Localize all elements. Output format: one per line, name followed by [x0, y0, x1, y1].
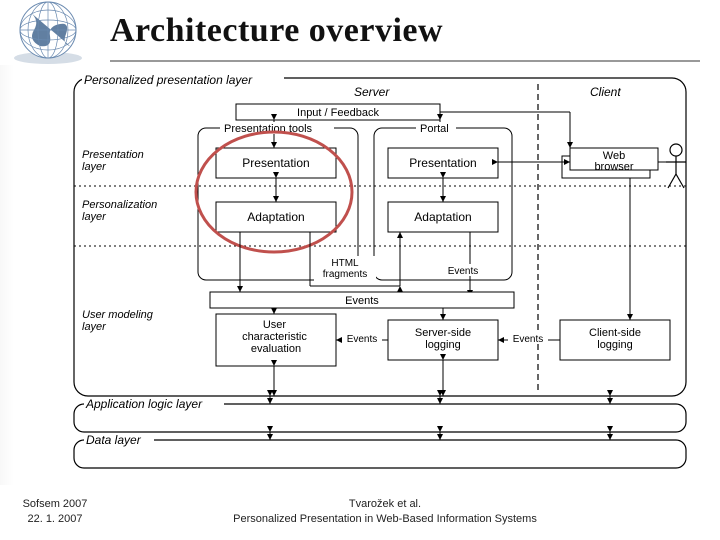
footer-paper: Personalized Presentation in Web-Based I… — [110, 512, 660, 526]
portal-label: Portal — [420, 123, 449, 135]
title-bar: Architecture overview — [110, 12, 700, 62]
client-label: Client — [590, 85, 621, 99]
footer-center: Tvarožek et al. Personalized Presentatio… — [110, 497, 660, 526]
data-layer-label: Data layer — [86, 433, 142, 447]
user-icon — [666, 144, 686, 188]
globe-icon — [0, 0, 100, 65]
events-e2-label: Events — [513, 334, 544, 345]
svg-text:browser: browser — [594, 161, 633, 173]
footer-conf: Sofsem 2007 — [0, 497, 110, 511]
web-browser-box: Web browser — [562, 148, 658, 178]
page-title: Architecture overview — [110, 12, 700, 50]
footer-left: Sofsem 2007 22. 1. 2007 — [0, 497, 110, 526]
presentation-box-2-label: Presentation — [409, 156, 476, 170]
adaptation-box-2-label: Adaptation — [414, 210, 471, 224]
data-layer-box — [74, 440, 686, 468]
adaptation-box-1-label: Adaptation — [247, 210, 304, 224]
events-e1-label: Events — [347, 334, 378, 345]
left-shade — [0, 65, 14, 485]
user-modeling-label: User modelinglayer — [82, 309, 154, 333]
footer-date: 22. 1. 2007 — [0, 512, 110, 526]
server-label: Server — [354, 85, 390, 99]
events-mid-label: Events — [448, 266, 479, 277]
footer: Sofsem 2007 22. 1. 2007 Tvarožek et al. … — [0, 497, 720, 526]
events-bar-label: Events — [345, 295, 379, 307]
app-layer-label: Application logic layer — [85, 397, 203, 411]
footer-authors: Tvarožek et al. — [110, 497, 660, 511]
presentation-layer-label: Presentationlayer — [82, 149, 144, 173]
personalization-layer-label: Personalizationlayer — [82, 199, 157, 223]
input-feedback-label: Input / Feedback — [297, 107, 379, 119]
presentation-box-1-label: Presentation — [242, 156, 309, 170]
outer-layer-label: Personalized presentation layer — [84, 74, 253, 87]
architecture-diagram: Personalized presentation layer Server C… — [70, 74, 690, 472]
